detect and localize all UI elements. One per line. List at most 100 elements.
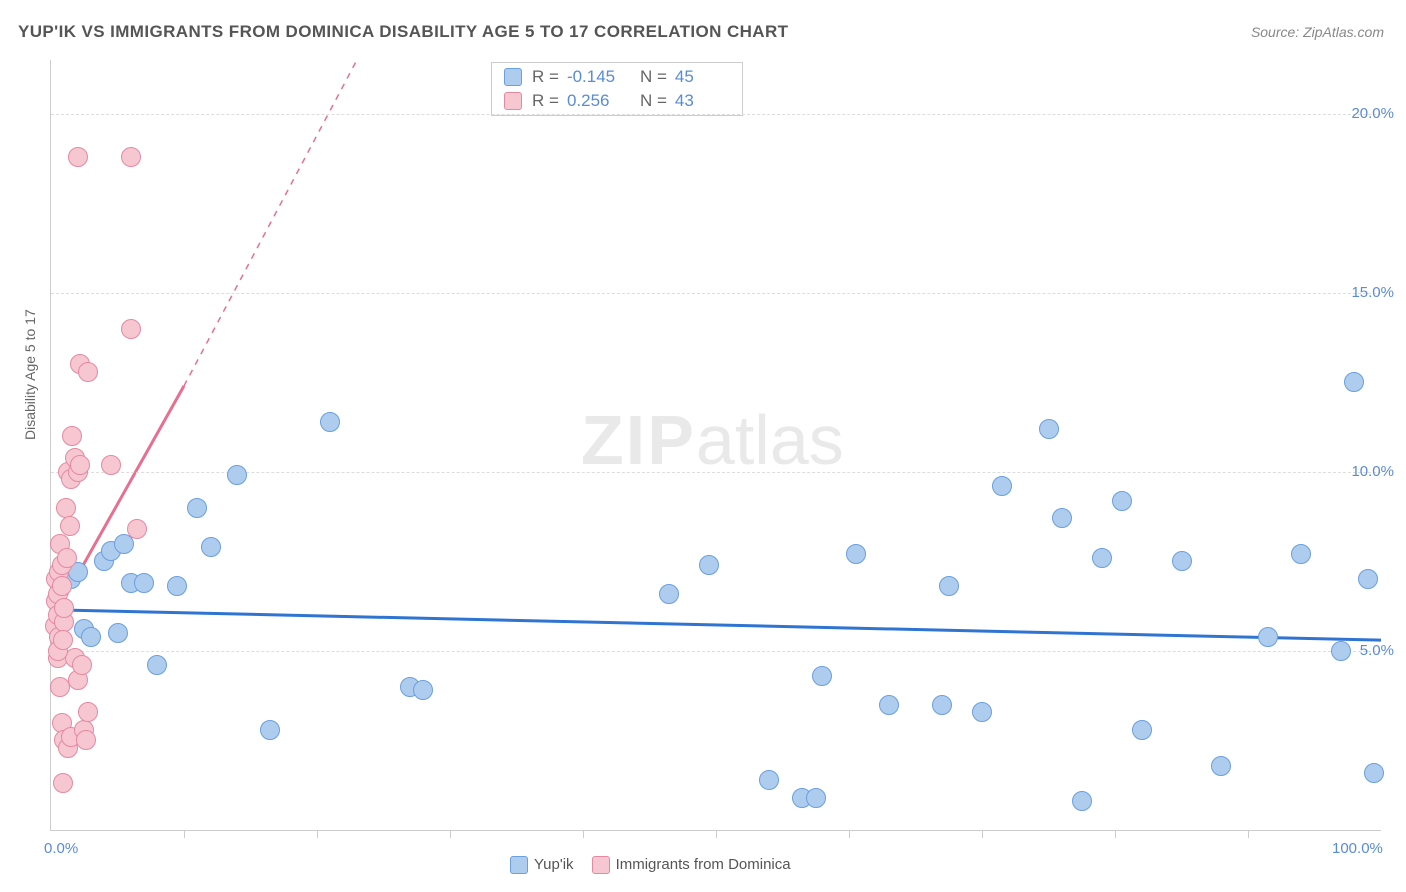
ytick-label: 10.0% [1351, 463, 1394, 480]
scatter-point [932, 695, 952, 715]
stats-legend-row: R = -0.145 N = 45 [492, 65, 742, 89]
scatter-point [1039, 419, 1059, 439]
scatter-point [53, 630, 73, 650]
scatter-point [1072, 791, 1092, 811]
watermark-rest: atlas [696, 401, 844, 479]
scatter-point [108, 623, 128, 643]
scatter-point [53, 773, 73, 793]
scatter-point [759, 770, 779, 790]
scatter-point [62, 426, 82, 446]
tick-x [716, 830, 717, 838]
stat-r-label: R = [532, 91, 559, 111]
gridline-y [51, 651, 1381, 652]
scatter-point [1112, 491, 1132, 511]
ytick-label: 5.0% [1360, 642, 1394, 659]
scatter-point [939, 576, 959, 596]
series-legend-item: Immigrants from Dominica [592, 856, 791, 874]
scatter-point [201, 537, 221, 557]
series-legend-item: Yup'ik [510, 856, 574, 874]
chart-title: YUP'IK VS IMMIGRANTS FROM DOMINICA DISAB… [18, 22, 788, 42]
scatter-point [659, 584, 679, 604]
scatter-point [147, 655, 167, 675]
scatter-point [1132, 720, 1152, 740]
scatter-point [1344, 372, 1364, 392]
scatter-point [60, 516, 80, 536]
ytick-label: 20.0% [1351, 105, 1394, 122]
scatter-point [1211, 756, 1231, 776]
gridline-y [51, 472, 1381, 473]
tick-x [583, 830, 584, 838]
ytick-label: 15.0% [1351, 284, 1394, 301]
stats-legend-row: R = 0.256 N = 43 [492, 89, 742, 113]
stat-r-label: R = [532, 67, 559, 87]
tick-x [982, 830, 983, 838]
scatter-point [81, 627, 101, 647]
stat-r-value: -0.145 [567, 67, 622, 87]
chart-plot-area: ZIPatlas R = -0.145 N = 45 R = 0.256 N = 43 [50, 60, 1381, 831]
stat-n-label: N = [640, 67, 667, 87]
scatter-point [1358, 569, 1378, 589]
scatter-point [320, 412, 340, 432]
legend-swatch [504, 92, 522, 110]
scatter-point [54, 598, 74, 618]
tick-x [317, 830, 318, 838]
scatter-point [1291, 544, 1311, 564]
scatter-point [1172, 551, 1192, 571]
stats-legend: R = -0.145 N = 45 R = 0.256 N = 43 [491, 62, 743, 116]
scatter-point [78, 702, 98, 722]
tick-x [184, 830, 185, 838]
scatter-point [56, 498, 76, 518]
stat-r-value: 0.256 [567, 91, 622, 111]
y-axis-label: Disability Age 5 to 17 [22, 309, 38, 440]
tick-x [1115, 830, 1116, 838]
series-legend-label: Yup'ik [534, 856, 574, 873]
source-label: Source: ZipAtlas.com [1251, 24, 1384, 40]
scatter-point [413, 680, 433, 700]
legend-swatch [510, 856, 528, 874]
scatter-point [101, 455, 121, 475]
scatter-point [70, 455, 90, 475]
scatter-point [78, 362, 98, 382]
watermark: ZIPatlas [581, 400, 844, 480]
legend-swatch [504, 68, 522, 86]
scatter-point [1052, 508, 1072, 528]
stat-n-value: 43 [675, 91, 730, 111]
scatter-point [1092, 548, 1112, 568]
gridline-y [51, 114, 1381, 115]
stat-n-label: N = [640, 91, 667, 111]
scatter-point [121, 319, 141, 339]
stat-n-value: 45 [675, 67, 730, 87]
scatter-point [699, 555, 719, 575]
scatter-point [57, 548, 77, 568]
series-legend-label: Immigrants from Dominica [616, 856, 791, 873]
scatter-point [1331, 641, 1351, 661]
scatter-point [879, 695, 899, 715]
scatter-point [76, 730, 96, 750]
scatter-point [52, 576, 72, 596]
legend-swatch [592, 856, 610, 874]
scatter-point [812, 666, 832, 686]
scatter-point [187, 498, 207, 518]
watermark-bold: ZIP [581, 401, 696, 479]
tick-x [1248, 830, 1249, 838]
xtick-label: 0.0% [44, 840, 78, 857]
scatter-point [1258, 627, 1278, 647]
scatter-point [72, 655, 92, 675]
trendlines-svg [51, 60, 1381, 830]
tick-x [450, 830, 451, 838]
tick-x [849, 830, 850, 838]
scatter-point [992, 476, 1012, 496]
scatter-point [972, 702, 992, 722]
scatter-point [227, 465, 247, 485]
scatter-point [68, 147, 88, 167]
scatter-point [260, 720, 280, 740]
scatter-point [134, 573, 154, 593]
scatter-point [121, 147, 141, 167]
scatter-point [127, 519, 147, 539]
xtick-label: 100.0% [1332, 840, 1383, 857]
scatter-point [846, 544, 866, 564]
gridline-y [51, 293, 1381, 294]
scatter-point [167, 576, 187, 596]
scatter-point [1364, 763, 1384, 783]
series-legend: Yup'ik Immigrants from Dominica [510, 856, 791, 874]
